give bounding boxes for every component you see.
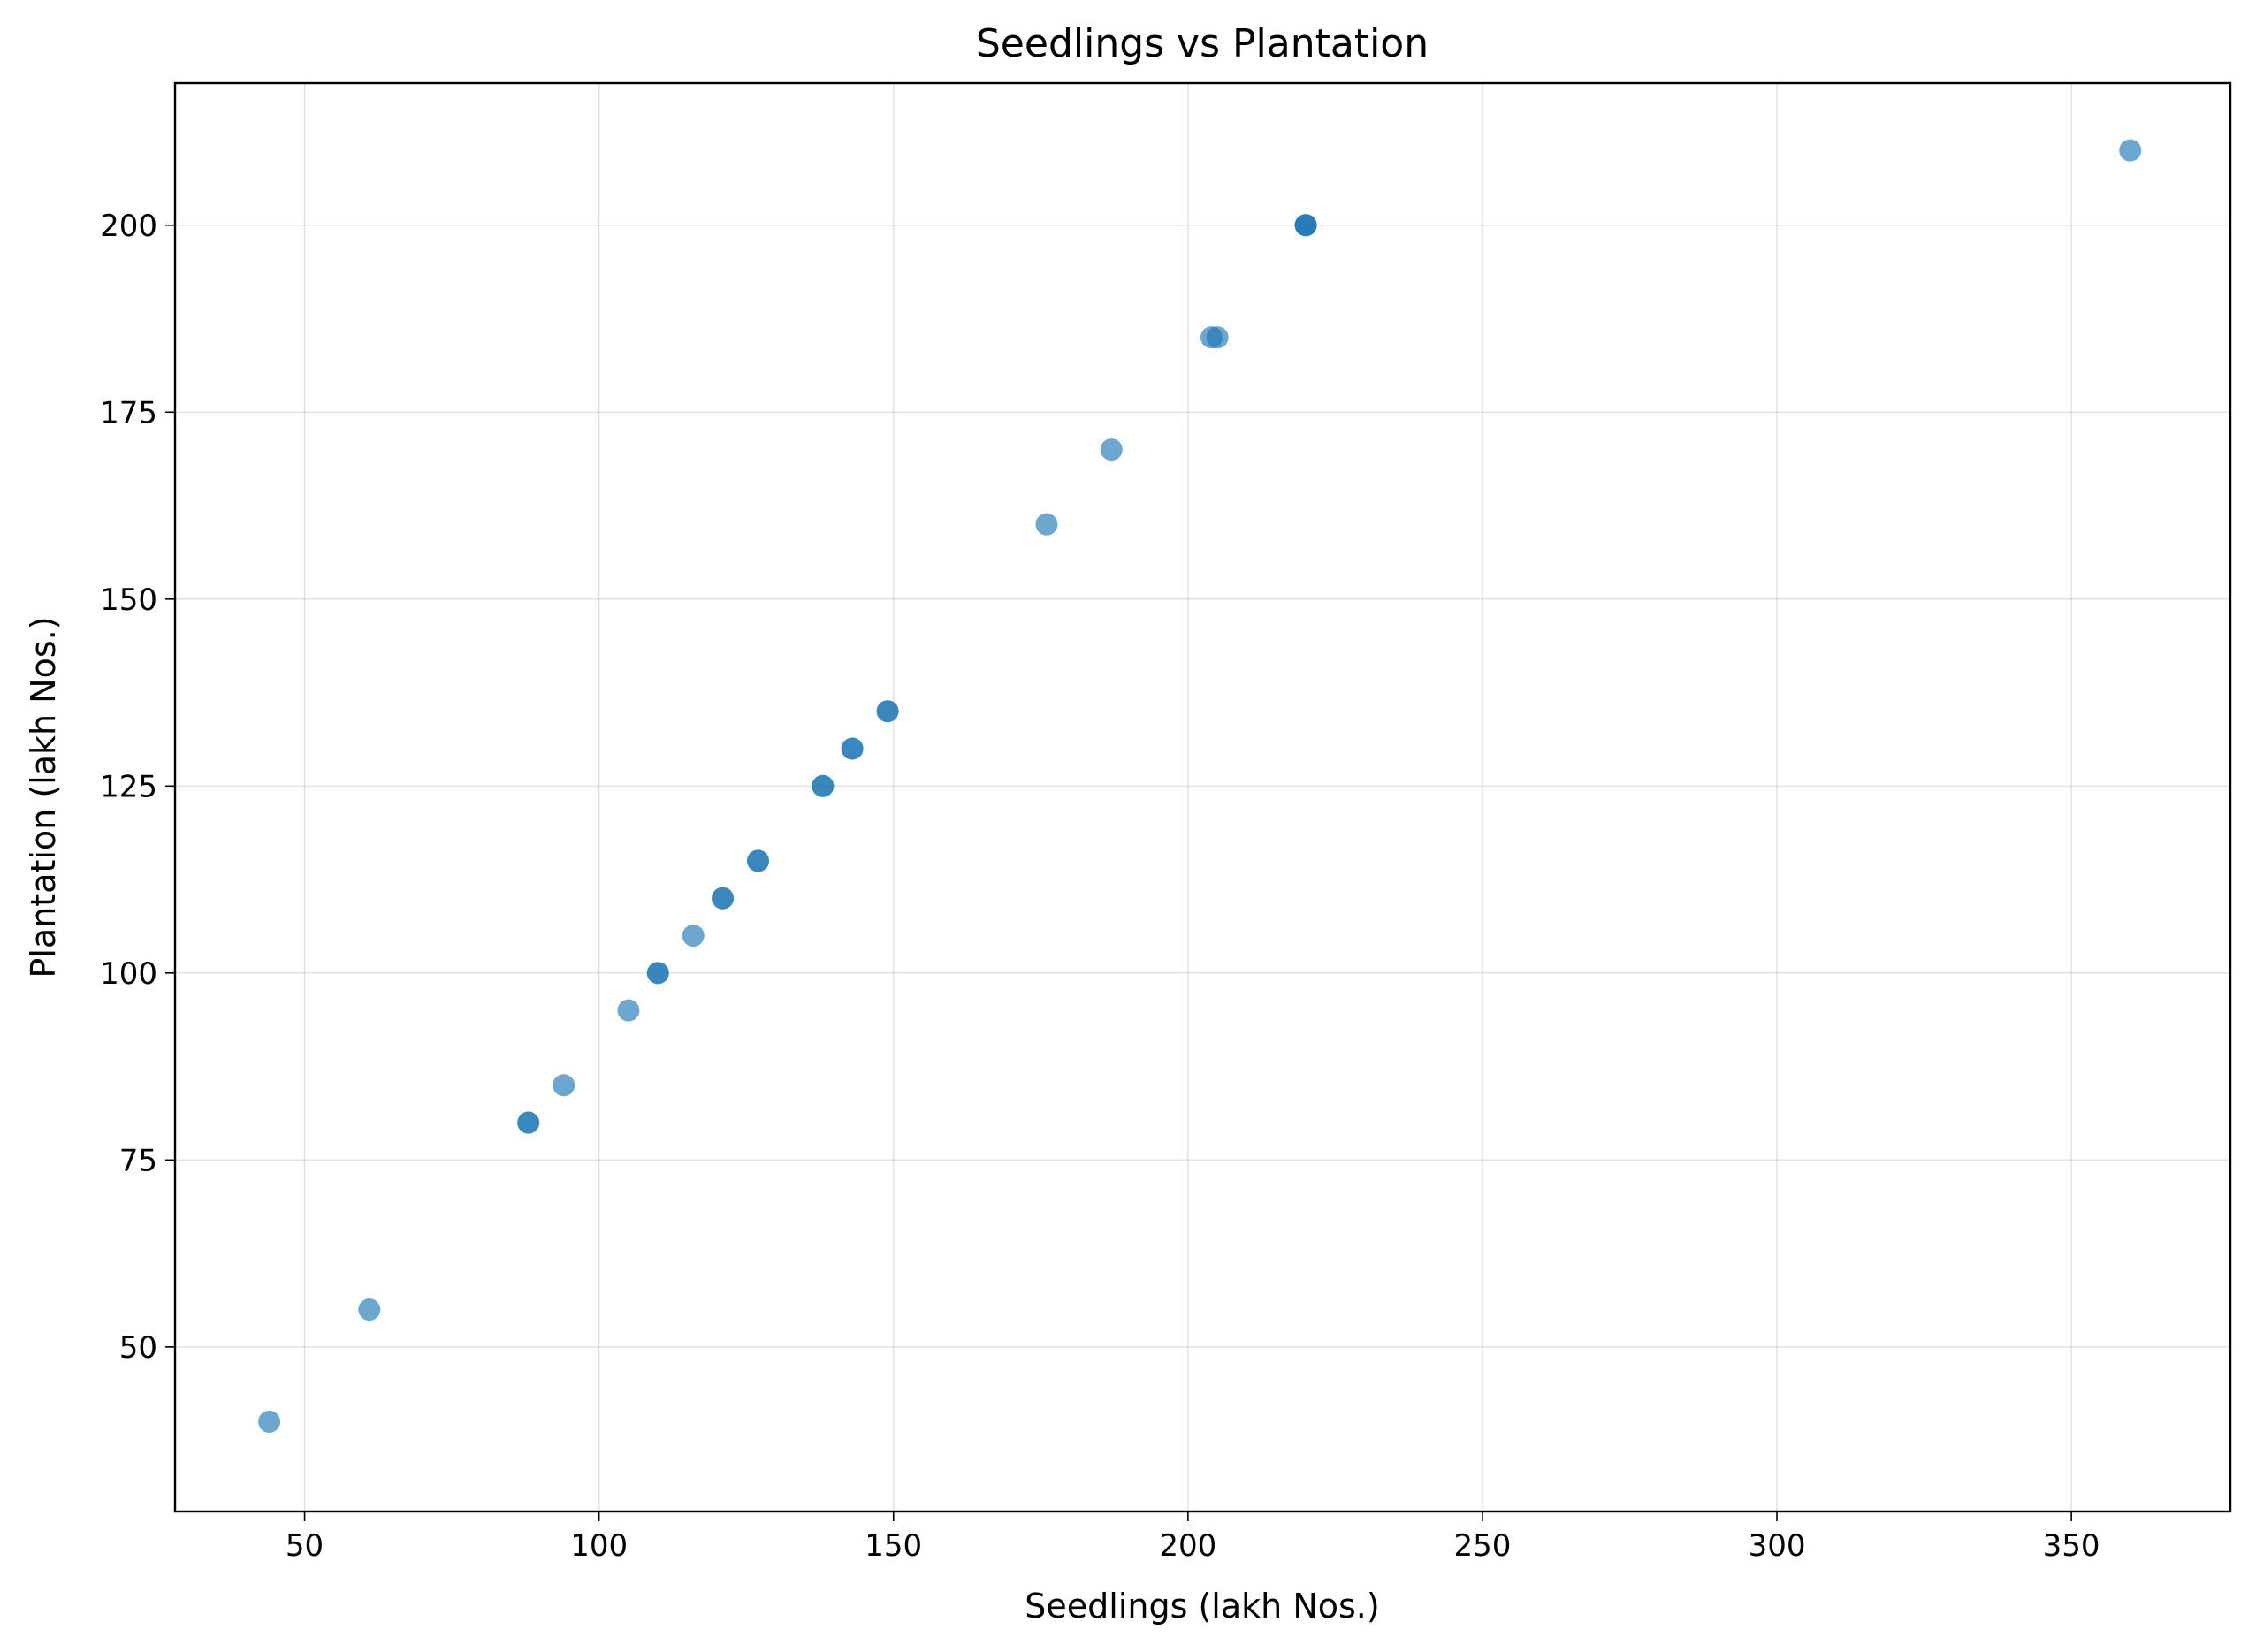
data-point	[647, 962, 669, 984]
data-point	[1101, 438, 1123, 461]
y-tick-label: 75	[119, 1143, 157, 1178]
x-tick-label: 350	[2043, 1528, 2100, 1564]
x-tick-label: 300	[1749, 1528, 1806, 1564]
y-tick-label: 200	[100, 209, 157, 244]
y-tick-label: 100	[100, 956, 157, 992]
x-tick-label: 50	[286, 1528, 324, 1564]
y-tick-label: 175	[100, 395, 157, 430]
data-point	[358, 1298, 380, 1321]
y-tick-label: 125	[100, 769, 157, 804]
data-point	[258, 1411, 280, 1433]
x-tick-label: 200	[1159, 1528, 1216, 1564]
data-point	[1207, 326, 1229, 348]
data-point	[747, 849, 769, 872]
y-tick-label: 50	[119, 1330, 157, 1366]
data-point	[842, 738, 864, 760]
data-point	[1035, 514, 1057, 536]
data-point	[712, 887, 734, 910]
chart-title: Seedlings vs Plantation	[976, 21, 1429, 66]
data-point	[1295, 214, 1317, 236]
x-tick-label: 250	[1453, 1528, 1511, 1564]
y-tick-label: 150	[100, 582, 157, 618]
y-axis-label: Plantation (lakh Nos.)	[24, 616, 63, 978]
x-tick-label: 100	[570, 1528, 628, 1564]
x-tick-label: 150	[865, 1528, 922, 1564]
data-point	[682, 925, 705, 947]
data-point	[2119, 140, 2141, 162]
x-axis-label: Seedlings (lakh Nos.)	[1025, 1587, 1379, 1625]
data-point	[812, 775, 834, 797]
data-point	[617, 1000, 639, 1022]
data-point	[517, 1112, 539, 1134]
data-point	[877, 700, 899, 722]
data-point	[553, 1074, 575, 1096]
